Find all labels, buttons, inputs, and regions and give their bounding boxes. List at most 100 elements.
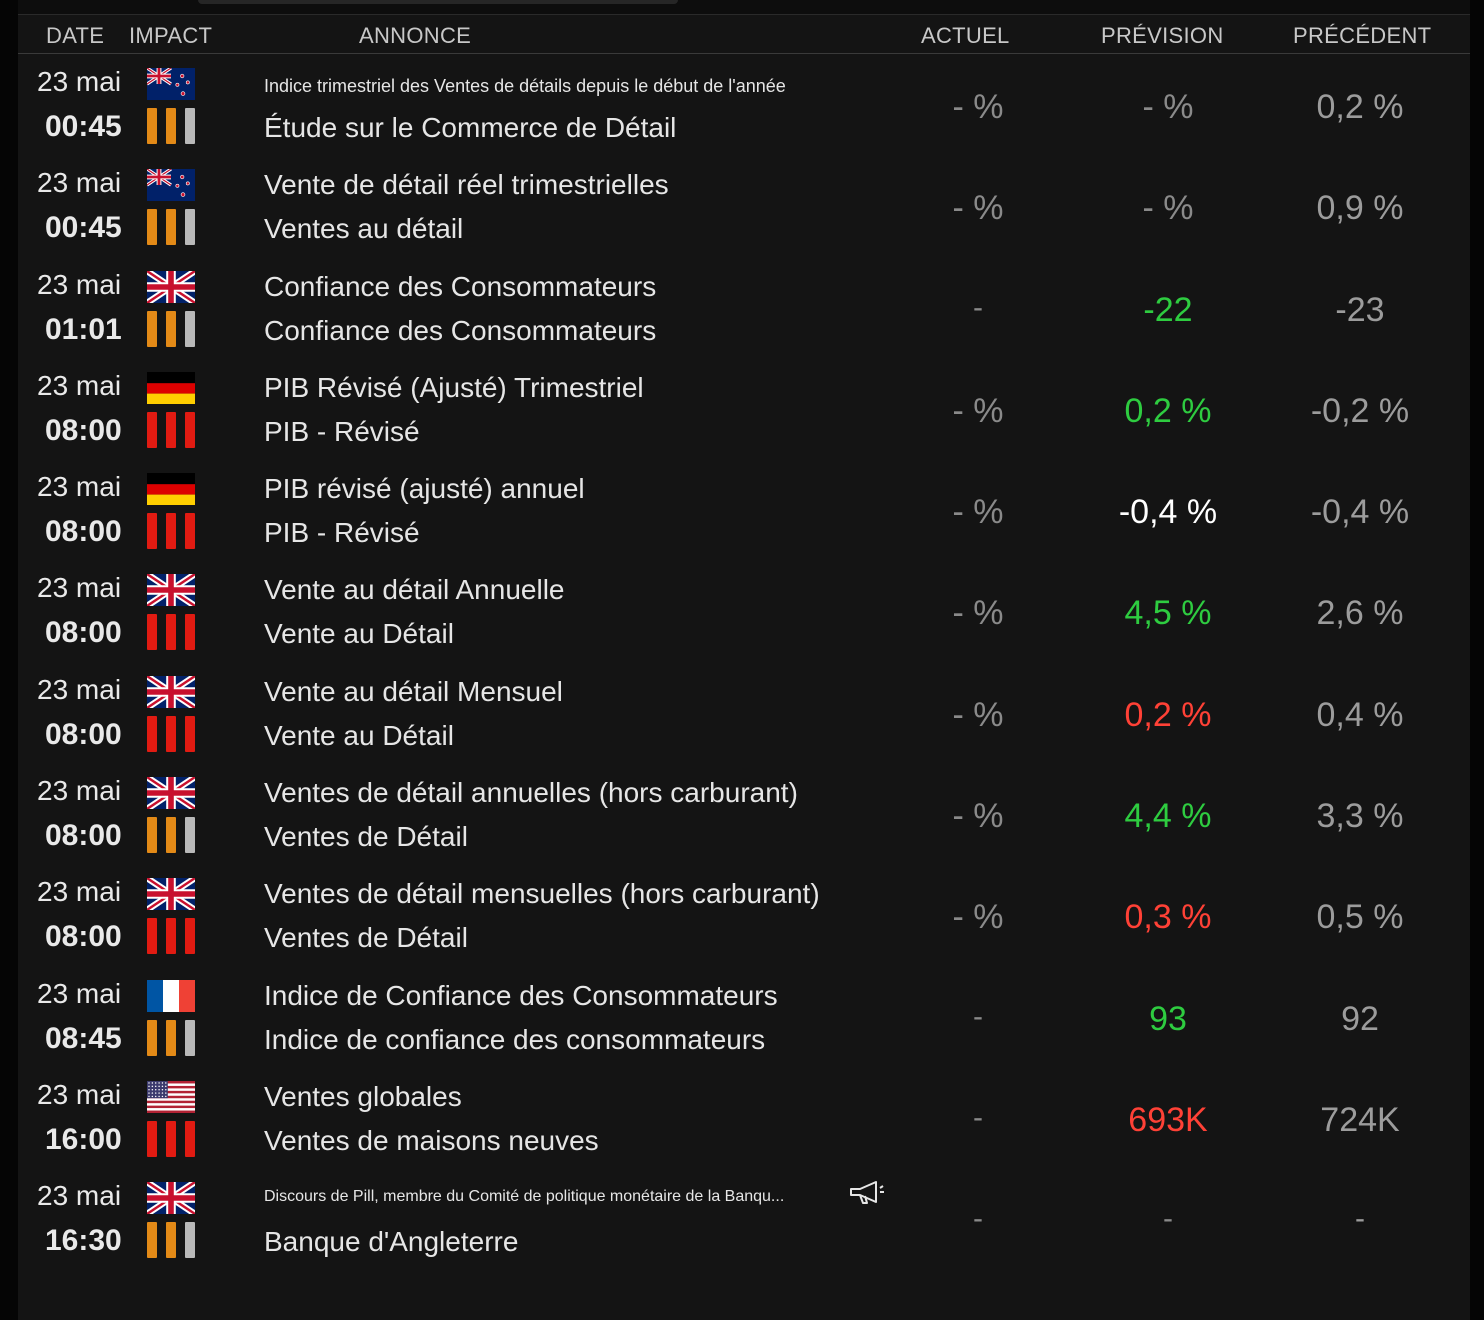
- event-date: 23 mai: [37, 572, 122, 604]
- event-time: 08:00: [45, 413, 122, 447]
- actual-value: -: [973, 1100, 983, 1134]
- event-date: 23 mai: [37, 1078, 122, 1110]
- previous-value: -23: [1335, 290, 1385, 329]
- event-time: 00:45: [45, 211, 122, 245]
- event-time: 08:00: [45, 819, 122, 853]
- event-title[interactable]: PIB Révisé (Ajusté) Trimestriel: [264, 371, 644, 403]
- event-title[interactable]: Vente au détail Annuelle: [264, 574, 565, 606]
- event-date: 23 mai: [37, 471, 122, 503]
- impact-indicator: [147, 411, 197, 450]
- impact-bar: [147, 1222, 157, 1259]
- event-title[interactable]: Vente au détail Mensuel: [264, 675, 563, 707]
- impact-bar: [185, 614, 195, 651]
- event-row[interactable]: 23 mai 08:00 Vente au détail Annuelle Vente…: [18, 564, 1470, 665]
- impact-bar: [147, 715, 157, 752]
- impact-bar: [166, 310, 176, 347]
- impact-bar: [166, 1222, 176, 1259]
- event-date: 23 mai: [37, 1180, 122, 1212]
- event-row[interactable]: 23 mai 01:01 Confiance des Consommateurs Co…: [18, 261, 1470, 362]
- nz-flag-icon: [147, 68, 195, 100]
- event-title[interactable]: Ventes globales: [264, 1080, 462, 1112]
- de-flag-icon: [147, 473, 195, 506]
- impact-indicator: [147, 108, 197, 146]
- header-precedent[interactable]: PRÉCÉDENT: [1293, 23, 1432, 48]
- event-title[interactable]: Indice de Confiance des Consommateurs: [264, 979, 778, 1011]
- previous-value: 2,6 %: [1316, 594, 1404, 633]
- actual-value: - %: [952, 898, 1004, 937]
- actual-value: - %: [952, 189, 1004, 228]
- header-annonce[interactable]: ANNONCE: [359, 23, 472, 48]
- event-category: Ventes au détail: [264, 213, 464, 245]
- impact-bar: [166, 411, 176, 448]
- event-category: Indice de confiance des consommateurs: [264, 1023, 766, 1055]
- impact-bar: [166, 715, 176, 752]
- previous-value: 724K: [1320, 1100, 1400, 1139]
- actual-value: -: [973, 999, 983, 1033]
- impact-indicator: [147, 513, 197, 551]
- event-title[interactable]: Confiance des Consommateurs: [264, 270, 657, 302]
- event-category: Ventes de maisons neuves: [264, 1124, 599, 1156]
- impact-bar: [185, 513, 195, 550]
- event-title[interactable]: Ventes de détail mensuelles (hors carbur…: [264, 878, 820, 910]
- previous-value: 0,2 %: [1316, 88, 1404, 126]
- impact-bar: [185, 310, 195, 347]
- event-time: 08:00: [45, 920, 122, 954]
- uk-flag-icon: [147, 878, 195, 911]
- previous-value: 92: [1341, 999, 1379, 1038]
- top-toolbar: [18, 0, 1470, 15]
- header-actuel[interactable]: ACTUEL: [921, 23, 1010, 48]
- impact-bar: [185, 411, 195, 448]
- event-category: Vente au Détail: [264, 719, 454, 751]
- event-row[interactable]: 23 mai 08:00 Vente au détail Mensuel Vente …: [18, 666, 1470, 767]
- event-date: 23 mai: [37, 977, 122, 1009]
- event-category: Ventes de Détail: [264, 922, 468, 954]
- event-time: 16:30: [45, 1224, 122, 1258]
- actual-value: - %: [952, 391, 1004, 430]
- impact-bar: [185, 1120, 195, 1157]
- event-row[interactable]: 23 mai 08:45 Indice de Confiance des Conso…: [18, 970, 1470, 1071]
- event-row[interactable]: 23 mai 00:45 Indice trimestriel des Ventes…: [18, 58, 1470, 159]
- uk-flag-icon: [147, 777, 195, 810]
- event-title[interactable]: Discours de Pill, membre du Comité de po…: [264, 1188, 785, 1206]
- event-row[interactable]: 23 mai 08:00 Ventes de détail annuelles (h…: [18, 767, 1470, 868]
- event-row[interactable]: 23 mai 00:45 Vente de détail réel trimestr…: [18, 159, 1470, 260]
- event-date: 23 mai: [37, 673, 122, 705]
- event-time: 08:00: [45, 515, 122, 549]
- impact-indicator: [147, 1019, 197, 1058]
- event-title[interactable]: Indice trimestriel des Ventes de détails…: [264, 76, 786, 96]
- event-title[interactable]: PIB révisé (ajusté) annuel: [264, 473, 585, 505]
- event-category: Banque d'Angleterre: [264, 1226, 519, 1258]
- uk-flag-icon: [147, 1182, 195, 1215]
- previous-value: 0,9 %: [1316, 189, 1404, 228]
- header-prevision[interactable]: PRÉVISION: [1101, 23, 1224, 48]
- impact-bar: [147, 614, 157, 651]
- event-row[interactable]: 23 mai 08:00 PIB révisé (ajusté) annuel PIB…: [18, 463, 1470, 564]
- previous-value: 0,4 %: [1316, 695, 1404, 734]
- event-time: 08:45: [45, 1021, 122, 1055]
- event-date: 23 mai: [37, 775, 122, 807]
- event-category: PIB - Révisé: [264, 415, 420, 447]
- event-row[interactable]: 23 mai 08:00 Ventes de détail mensuelles (…: [18, 868, 1470, 969]
- table-header: DATE IMPACT ANNONCE ACTUEL PRÉVISION PRÉ…: [18, 15, 1470, 54]
- event-date: 23 mai: [37, 66, 122, 97]
- event-date: 23 mai: [37, 876, 122, 908]
- event-time: 01:01: [45, 312, 122, 346]
- us-flag-icon: [147, 1080, 195, 1113]
- impact-bar: [185, 209, 195, 246]
- uk-flag-icon: [147, 270, 195, 303]
- event-row[interactable]: 23 mai 16:30 Discours de Pill, membre du C…: [18, 1172, 1470, 1273]
- impact-bar: [147, 310, 157, 347]
- event-category: Confiance des Consommateurs: [264, 314, 657, 346]
- forecast-value: 0,3 %: [1124, 898, 1212, 937]
- horizontal-scrollbar[interactable]: [198, 0, 678, 4]
- header-impact[interactable]: IMPACT: [129, 23, 213, 48]
- event-row[interactable]: 23 mai 08:00 PIB Révisé (Ajusté) Trimestri…: [18, 362, 1470, 463]
- impact-bar: [147, 209, 157, 246]
- event-time: 08:00: [45, 616, 122, 650]
- event-title[interactable]: Vente de détail réel trimestrielles: [264, 169, 669, 201]
- impact-bar: [166, 918, 176, 955]
- forecast-value: 0,2 %: [1124, 391, 1212, 430]
- event-row[interactable]: 23 mai 16:00 Ventes globales Ventes de mais…: [18, 1071, 1470, 1172]
- event-title[interactable]: Ventes de détail annuelles (hors carbura…: [264, 777, 798, 809]
- header-date[interactable]: DATE: [46, 23, 105, 48]
